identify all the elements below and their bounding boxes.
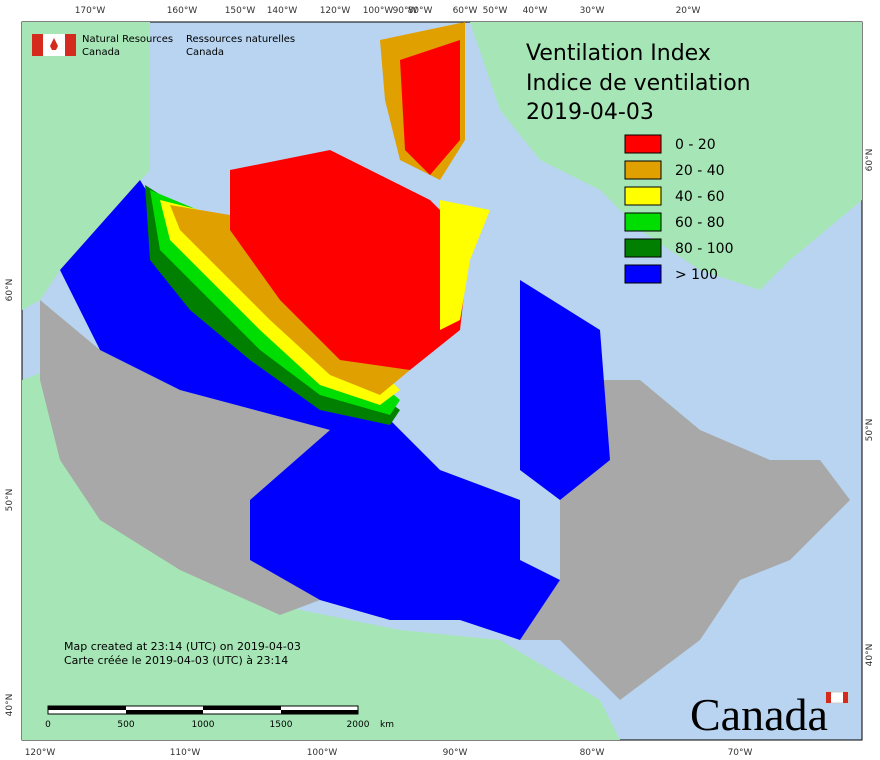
legend-label: 0 - 20 — [675, 137, 716, 153]
graticule-label: 30°W — [580, 6, 605, 16]
agency-en: Natural Resources — [82, 34, 173, 45]
scale-bar-segment — [203, 706, 281, 710]
region-blue-quebec — [520, 280, 610, 500]
flag-bar — [65, 34, 76, 56]
agency-fr: Ressources naturelles — [186, 34, 295, 45]
greenland — [470, 22, 862, 290]
graticule-label: 50°N — [5, 489, 15, 512]
scale-label: 1000 — [192, 720, 215, 730]
graticule-label: 60°W — [453, 6, 478, 16]
scale-label: 1500 — [270, 720, 293, 730]
flag-bar — [826, 692, 831, 703]
band-0-20 — [230, 150, 470, 370]
graticule-label: 20°W — [676, 6, 701, 16]
graticule-label: 80°W — [408, 6, 433, 16]
agency-en: Canada — [82, 47, 120, 58]
graticule-label: 60°N — [5, 279, 15, 302]
wordmark: Canada — [690, 689, 828, 740]
baffin-yellow — [440, 200, 490, 330]
scale-bar-segment — [126, 710, 203, 714]
graticule-label: 40°N — [865, 644, 875, 667]
usa — [22, 350, 620, 740]
graticule-label: 120°W — [320, 6, 351, 16]
note: Map created at 23:14 (UTC) on 2019-04-03 — [64, 640, 301, 653]
graticule-label: 150°W — [225, 6, 256, 16]
title: Indice de ventilation — [526, 71, 751, 96]
maple-leaf — [50, 38, 58, 50]
legend-swatch — [624, 264, 662, 284]
legend-label: 40 - 60 — [675, 189, 725, 205]
graticule-label: 90°W — [393, 6, 418, 16]
graticule-label: 90°W — [443, 748, 468, 758]
graticule-label: 100°W — [307, 748, 338, 758]
scale-bar-segment — [281, 710, 358, 714]
date: 2019-04-03 — [526, 100, 654, 125]
legend-label: 20 - 40 — [675, 163, 725, 179]
graticule-label: 50°W — [483, 6, 508, 16]
graticule-label: 40°N — [5, 694, 15, 717]
graticule-label: 160°W — [167, 6, 198, 16]
scale-label: 2000 — [347, 720, 370, 730]
scale-unit: km — [380, 720, 394, 730]
note: Carte créée le 2019-04-03 (UTC) à 23:14 — [64, 654, 288, 667]
graticule-label: 70°W — [728, 748, 753, 758]
scale-label: 500 — [117, 720, 134, 730]
graticule-label: 170°W — [75, 6, 106, 16]
graticule-label: 120°W — [25, 748, 56, 758]
legend-swatch — [624, 160, 662, 180]
alaska — [22, 22, 150, 310]
graticule-label: 140°W — [267, 6, 298, 16]
legend-swatch — [624, 238, 662, 258]
legend-swatch — [624, 212, 662, 232]
graticule-label: 40°W — [523, 6, 548, 16]
legend-swatch — [624, 134, 662, 154]
flag-bar — [32, 34, 43, 56]
graticule-label: 60°N — [865, 149, 875, 172]
graticule-label: 100°W — [363, 6, 394, 16]
agency-fr: Canada — [186, 47, 224, 58]
title: Ventilation Index — [526, 41, 711, 66]
legend-label: 60 - 80 — [675, 215, 725, 231]
ellesmere-red — [400, 40, 460, 175]
legend-label: > 100 — [675, 267, 718, 283]
graticule-label: 80°W — [580, 748, 605, 758]
graticule-label: 50°N — [865, 419, 875, 442]
scale-label: 0 — [45, 720, 51, 730]
flag-bar — [843, 692, 848, 703]
legend-label: 80 - 100 — [675, 241, 734, 257]
region-gray-west — [40, 300, 330, 615]
scale-bar-segment — [48, 706, 126, 710]
graticule-label: 110°W — [170, 748, 201, 758]
legend-swatch — [624, 186, 662, 206]
